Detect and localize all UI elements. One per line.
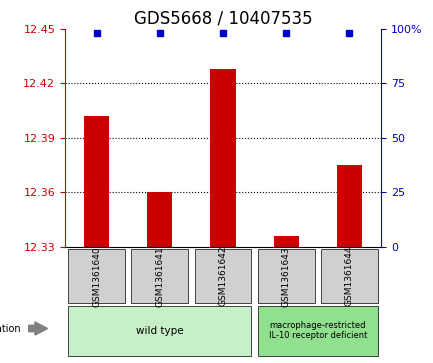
FancyBboxPatch shape xyxy=(258,306,378,356)
Text: GSM1361640: GSM1361640 xyxy=(92,246,101,307)
FancyBboxPatch shape xyxy=(258,249,315,303)
Text: GSM1361641: GSM1361641 xyxy=(155,246,164,307)
Text: GSM1361643: GSM1361643 xyxy=(282,246,291,307)
Bar xyxy=(84,116,109,247)
Text: macrophage-restricted
IL-10 receptor deficient: macrophage-restricted IL-10 receptor def… xyxy=(268,321,367,340)
FancyBboxPatch shape xyxy=(194,249,252,303)
FancyBboxPatch shape xyxy=(321,249,378,303)
FancyArrow shape xyxy=(29,322,48,335)
Text: genotype/variation: genotype/variation xyxy=(0,323,21,334)
Bar xyxy=(210,69,236,247)
Bar xyxy=(274,236,299,247)
FancyBboxPatch shape xyxy=(131,249,188,303)
Text: GSM1361642: GSM1361642 xyxy=(219,246,227,306)
Text: wild type: wild type xyxy=(136,326,184,336)
Title: GDS5668 / 10407535: GDS5668 / 10407535 xyxy=(134,9,312,28)
Text: GSM1361644: GSM1361644 xyxy=(345,246,354,306)
FancyBboxPatch shape xyxy=(68,306,252,356)
FancyBboxPatch shape xyxy=(68,249,125,303)
Bar xyxy=(147,192,172,247)
Bar xyxy=(337,165,362,247)
